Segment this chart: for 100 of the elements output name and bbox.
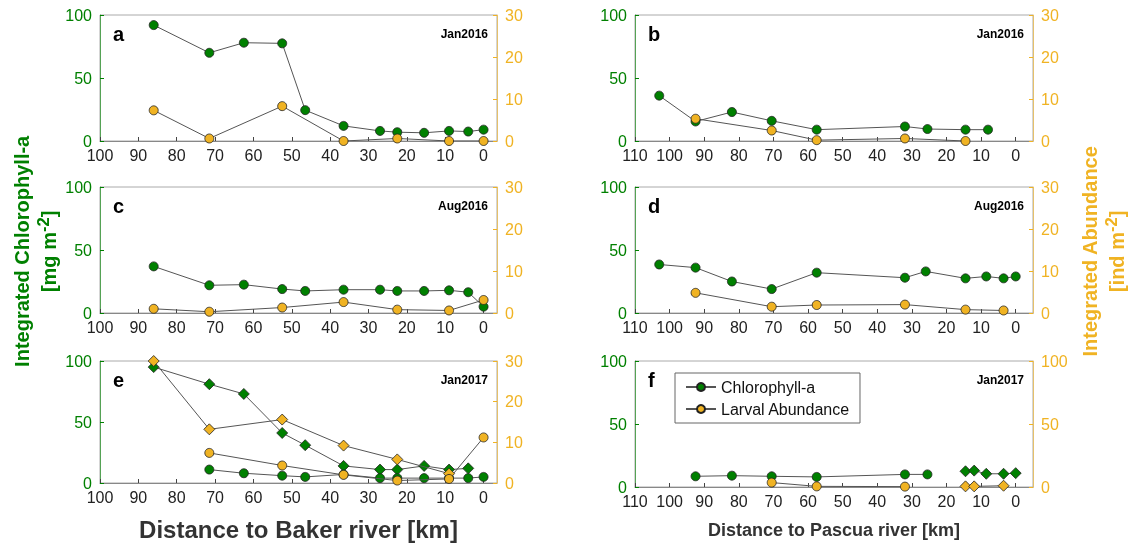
chart-title: b: [648, 23, 661, 45]
x-tick-label: 0: [1011, 318, 1021, 336]
x-tick-label: 20: [397, 146, 416, 164]
x-tick-label: 30: [359, 488, 378, 506]
x-tick-label: 90: [129, 488, 148, 506]
y-tick-label: 100: [600, 352, 628, 370]
text: Aug2016: [437, 199, 489, 213]
y2-tick-label: 50: [1041, 415, 1059, 433]
y2-tick-label: 30: [505, 352, 523, 370]
text: Jan2017: [440, 373, 489, 387]
x-tick-label: 60: [799, 318, 818, 336]
y-tick-label: 0: [83, 304, 93, 322]
x-tick-label: 100: [656, 492, 684, 510]
y2-tick-label: 0: [505, 474, 514, 492]
x-tick-label: 40: [868, 492, 887, 510]
x-tick-label: 40: [321, 318, 340, 336]
x-tick-label: 50: [833, 146, 852, 164]
x-tick-label: 60: [244, 488, 263, 506]
legend-label: Larval Abundance: [721, 400, 850, 418]
x-tick-label: 0: [479, 488, 489, 506]
x-tick-label: 40: [321, 146, 340, 164]
x-tick-label: 110: [622, 492, 648, 510]
y2-tick-label: 10: [1041, 262, 1059, 280]
x-tick-label: 90: [695, 146, 714, 164]
y2-tick-label: 100: [1041, 352, 1068, 370]
x-tick-label: 70: [206, 318, 225, 336]
y-tick-label: 50: [609, 415, 628, 433]
x-tick-label: 70: [764, 146, 783, 164]
x-tick-label: 20: [937, 146, 956, 164]
x-tick-label: 50: [282, 488, 301, 506]
y2-tick-label: 10: [505, 262, 523, 280]
y-tick-label: 50: [609, 241, 628, 259]
x-tick-label: 10: [436, 488, 455, 506]
x-tick-label: 30: [902, 492, 921, 510]
x-tick-label: 70: [764, 492, 783, 510]
x-tick-label: 90: [129, 318, 148, 336]
text: Jan2016: [440, 27, 489, 41]
y-tick-label: 100: [600, 178, 628, 196]
y-tick-label: 50: [74, 413, 93, 431]
x-tick-label: 10: [972, 146, 991, 164]
chart-title: e: [113, 369, 125, 391]
x-tick-label: 70: [206, 146, 225, 164]
y2-tick-label: 20: [505, 48, 523, 66]
y2-tick-label: 0: [505, 304, 514, 322]
y2-tick-label: 10: [505, 90, 523, 108]
x-tick-label: 20: [397, 488, 416, 506]
y-tick-label: 50: [609, 69, 628, 87]
y2-tick-label: 10: [1041, 90, 1059, 108]
x-tick-label: 90: [129, 146, 148, 164]
x-tick-label: 50: [833, 492, 852, 510]
x-tick-label: 70: [764, 318, 783, 336]
y2-tick-label: 30: [1041, 6, 1059, 24]
chart-title: f: [648, 369, 655, 391]
y2-tick-label: 0: [1041, 132, 1050, 150]
y-tick-label: 50: [74, 69, 93, 87]
y-tick-label: 0: [83, 474, 93, 492]
y-tick-label: 0: [83, 132, 93, 150]
x-tick-label: 20: [937, 318, 956, 336]
x-tick-label: 30: [902, 146, 921, 164]
y-tick-label: 100: [65, 6, 93, 24]
x-tick-label: 10: [972, 492, 991, 510]
x-tick-label: 60: [244, 318, 263, 336]
y-tick-label: 100: [600, 6, 628, 24]
x-tick-label: 100: [656, 318, 684, 336]
x-tick-label: 30: [359, 146, 378, 164]
y-tick-label: 100: [65, 178, 93, 196]
chart-title: a: [113, 23, 125, 45]
x-tick-label: 30: [902, 318, 921, 336]
x-axis-title: Distance to Pascua river [km]: [707, 520, 961, 540]
y-tick-label: 50: [74, 241, 93, 259]
y2-tick-label: 20: [1041, 48, 1059, 66]
x-tick-label: 20: [397, 318, 416, 336]
text: Aug2016: [973, 199, 1025, 213]
y2-tick-label: 30: [1041, 178, 1059, 196]
x-tick-label: 30: [359, 318, 378, 336]
text: Jan2017: [976, 373, 1025, 387]
y2-tick-label: 30: [505, 6, 523, 24]
y2-tick-label: 20: [505, 220, 523, 238]
x-tick-label: 90: [695, 318, 714, 336]
x-tick-label: 0: [1011, 492, 1021, 510]
y2-tick-label: 0: [1041, 304, 1050, 322]
x-tick-label: 80: [167, 488, 186, 506]
x-tick-label: 80: [167, 318, 186, 336]
x-tick-label: 70: [206, 488, 225, 506]
x-tick-label: 100: [656, 146, 684, 164]
x-tick-label: 10: [436, 146, 455, 164]
text: Jan2016: [976, 27, 1025, 41]
x-tick-label: 80: [729, 492, 748, 510]
x-tick-label: 50: [282, 318, 301, 336]
x-tick-label: 0: [1011, 146, 1021, 164]
x-tick-label: 80: [729, 146, 748, 164]
x-tick-label: 50: [282, 146, 301, 164]
x-axis-title: Distance to Baker river [km]: [139, 515, 458, 543]
x-tick-label: 90: [695, 492, 714, 510]
x-tick-label: 80: [729, 318, 748, 336]
y2-tick-label: 20: [1041, 220, 1059, 238]
x-tick-label: 40: [321, 488, 340, 506]
x-tick-label: 0: [479, 146, 489, 164]
x-tick-label: 40: [868, 146, 887, 164]
x-tick-label: 60: [799, 146, 818, 164]
